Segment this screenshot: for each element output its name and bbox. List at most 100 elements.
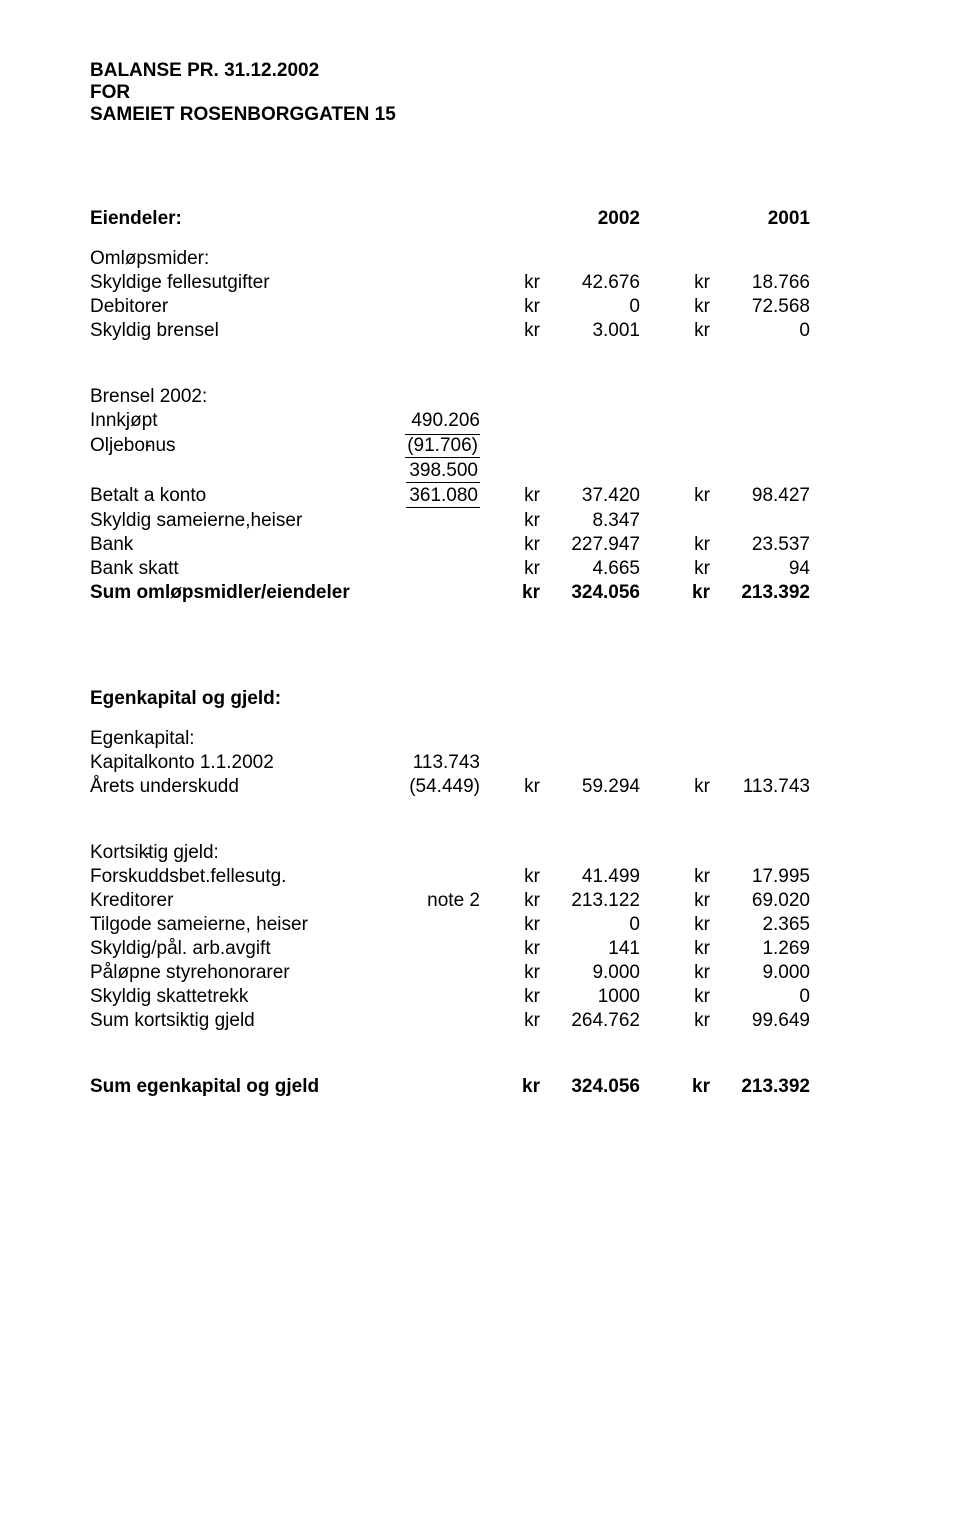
table-row: Tilgode sameierne, heiser kr 0 kr 2.365 xyxy=(90,914,910,936)
eiendeler-title: Eiendeler: xyxy=(90,208,390,230)
val: 18.766 xyxy=(710,272,810,294)
omlop-label: Omløpsmider: xyxy=(90,248,390,270)
row-label: Sum egenkapital og gjeld xyxy=(90,1076,390,1098)
kr: kr xyxy=(480,1010,540,1032)
val: 37.420 xyxy=(540,485,640,507)
calc-val: 361.080 xyxy=(390,485,480,508)
kr: kr xyxy=(640,558,710,580)
kr: kr xyxy=(480,914,540,936)
row-label: Påløpne styrehonorarer xyxy=(90,962,390,984)
row-label: Debitorer xyxy=(90,296,390,318)
val: 213.122 xyxy=(540,890,640,912)
kr: kr xyxy=(480,534,540,556)
table-row: Sum omløpsmidler/eiendeler kr 324.056 kr… xyxy=(90,582,910,604)
val: 8.347 xyxy=(540,510,640,532)
row-label: Sum kortsiktig gjeld xyxy=(90,1010,390,1032)
brensel-title: Brensel 2002: xyxy=(90,386,390,408)
title-line1: BALANSE PR. 31.12.2002 xyxy=(90,60,910,82)
kr: kr xyxy=(480,558,540,580)
val: 0 xyxy=(540,296,640,318)
kr: kr xyxy=(640,890,710,912)
table-row: Skyldig skattetrekk kr 1000 kr 0 xyxy=(90,986,910,1008)
tilde-mark: - xyxy=(145,842,152,865)
table-row: Skyldig brensel kr 3.001 kr 0 xyxy=(90,320,910,342)
row-label: Oljebonus xyxy=(90,435,390,457)
calc-val: 113.743 xyxy=(390,752,480,774)
egen-sub: Egenkapital: xyxy=(90,728,390,750)
row-label: Skyldig brensel xyxy=(90,320,390,342)
val: 2.365 xyxy=(710,914,810,936)
kr: kr xyxy=(480,582,540,604)
val: 0 xyxy=(710,986,810,1008)
year-2002: 2002 xyxy=(540,208,640,230)
val: 324.056 xyxy=(540,582,640,604)
val: 141 xyxy=(540,938,640,960)
val: 1.269 xyxy=(710,938,810,960)
kr: kr xyxy=(480,272,540,294)
table-row: Kapitalkonto 1.1.2002 113.743 xyxy=(90,752,910,774)
kr: kr xyxy=(640,1010,710,1032)
kr: kr xyxy=(640,914,710,936)
row-label: Skyldig skattetrekk xyxy=(90,986,390,1008)
note: note 2 xyxy=(390,890,480,912)
kr: kr xyxy=(480,776,540,798)
row-label: Årets underskudd xyxy=(90,776,390,798)
table-row: Skyldig/pål. arb.avgift kr 141 kr 1.269 xyxy=(90,938,910,960)
table-row: Betalt a konto 361.080 kr 37.420 kr 98.4… xyxy=(90,485,910,508)
kr: kr xyxy=(480,296,540,318)
kr: kr xyxy=(640,534,710,556)
table-row: Sum kortsiktig gjeld kr 264.762 kr 99.64… xyxy=(90,1010,910,1032)
val: 41.499 xyxy=(540,866,640,888)
kr: kr xyxy=(480,320,540,342)
val: 59.294 xyxy=(540,776,640,798)
val: 94 xyxy=(710,558,810,580)
val: 113.743 xyxy=(710,776,810,798)
title-line2: FOR xyxy=(90,82,910,104)
val: 98.427 xyxy=(710,485,810,507)
table-row: Kreditorer note 2 kr 213.122 kr 69.020 xyxy=(90,890,910,912)
val: 17.995 xyxy=(710,866,810,888)
val: 0 xyxy=(540,914,640,936)
kr: kr xyxy=(480,510,540,532)
table-row: Årets underskudd (54.449) kr 59.294 kr 1… xyxy=(90,776,910,798)
table-row: - Oljebonus (91.706) xyxy=(90,434,910,458)
val: 324.056 xyxy=(540,1076,640,1098)
kr: kr xyxy=(640,962,710,984)
table-row: Debitorer kr 0 kr 72.568 xyxy=(90,296,910,318)
row-label: Skyldig/pål. arb.avgift xyxy=(90,938,390,960)
val: 213.392 xyxy=(710,582,810,604)
table-row: Bank kr 227.947 kr 23.537 xyxy=(90,534,910,556)
val: 23.537 xyxy=(710,534,810,556)
val: 1000 xyxy=(540,986,640,1008)
kr: kr xyxy=(640,866,710,888)
calc-val: (91.706) xyxy=(390,434,480,458)
row-label: Tilgode sameierne, heiser xyxy=(90,914,390,936)
row-label: Skyldig sameierne,heiser xyxy=(90,510,390,532)
row-label: Innkjøpt xyxy=(90,410,390,432)
kr: kr xyxy=(640,1076,710,1098)
egen-title: Egenkapital og gjeld: xyxy=(90,688,390,710)
kort-title: Kortsiktig gjeld: xyxy=(90,842,390,864)
table-row: Bank skatt kr 4.665 kr 94 xyxy=(90,558,910,580)
kr: kr xyxy=(640,296,710,318)
row-label: Skyldige fellesutgifter xyxy=(90,272,390,294)
kr: kr xyxy=(480,962,540,984)
table-row: Forskuddsbet.fellesutg. kr 41.499 kr 17.… xyxy=(90,866,910,888)
kr: kr xyxy=(640,272,710,294)
kr: kr xyxy=(480,890,540,912)
val: 4.665 xyxy=(540,558,640,580)
table-row: Innkjøpt 490.206 xyxy=(90,410,910,432)
table-row: Skyldige fellesutgifter kr 42.676 kr 18.… xyxy=(90,272,910,294)
kr: kr xyxy=(640,776,710,798)
val: 9.000 xyxy=(540,962,640,984)
table-row: Påløpne styrehonorarer kr 9.000 kr 9.000 xyxy=(90,962,910,984)
table-row: Sum egenkapital og gjeld kr 324.056 kr 2… xyxy=(90,1076,910,1098)
kr: kr xyxy=(640,582,710,604)
title-line3: SAMEIET ROSENBORGGATEN 15 xyxy=(90,104,910,126)
kr: kr xyxy=(480,866,540,888)
kr: kr xyxy=(640,938,710,960)
val: 72.568 xyxy=(710,296,810,318)
row-label: Kreditorer xyxy=(90,890,390,912)
tilde-mark: - xyxy=(145,434,152,457)
val: 3.001 xyxy=(540,320,640,342)
